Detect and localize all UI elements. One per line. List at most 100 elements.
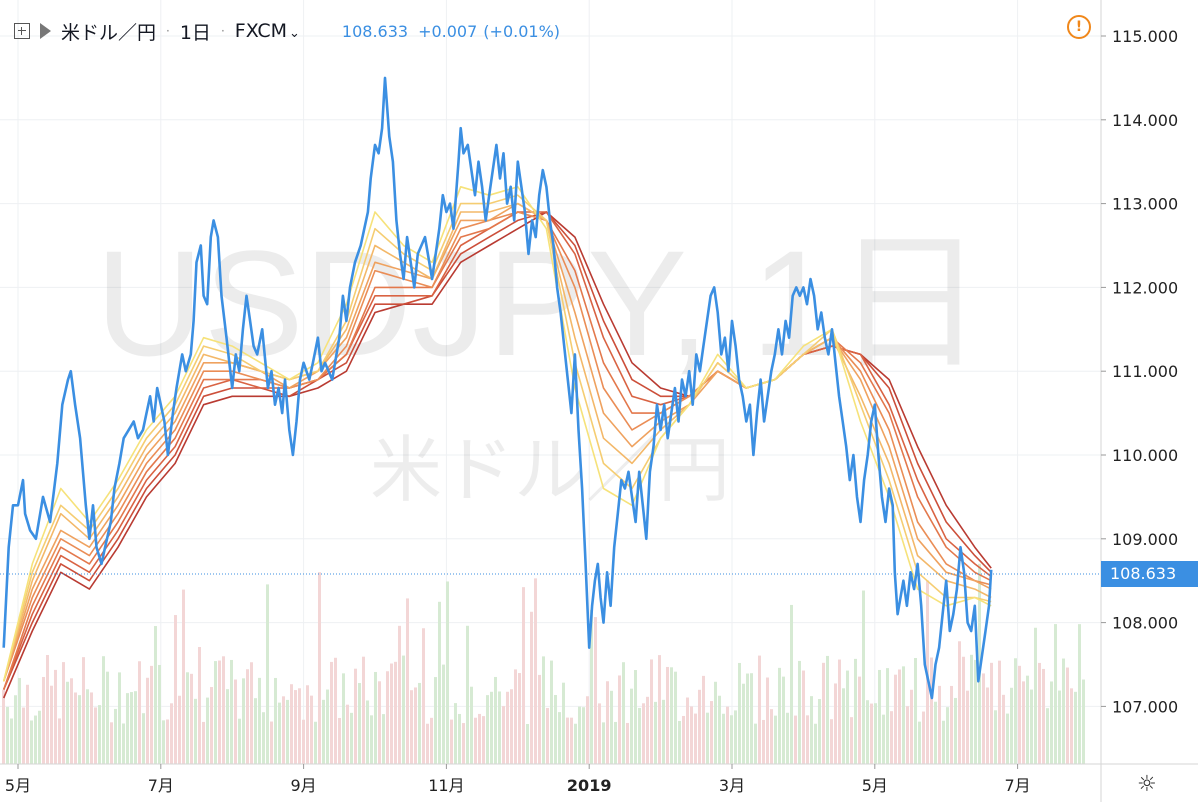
volume-bar [1074,691,1077,764]
volume-bar [1010,687,1013,764]
volume-bars [2,563,1085,764]
volume-bar [346,704,349,764]
volume-bar [914,657,917,764]
volume-bar [754,723,757,764]
volume-bar [282,696,285,764]
volume-bar [42,676,45,764]
volume-bar [62,662,65,764]
volume-bar [70,678,73,764]
volume-bar [726,706,729,764]
y-tick-label: 114.000 [1112,111,1178,130]
interval-label[interactable]: 1日 [179,21,211,44]
volume-bar [770,709,773,764]
price-axis: 107.000 108.000 109.000 110.000 111.000 112.0… [1101,27,1178,716]
volume-bar [322,699,325,764]
volume-bar [1018,665,1021,764]
volume-bar [114,708,117,764]
volume-bar [406,598,409,764]
y-tick-label: 112.000 [1112,278,1178,297]
last-price-value: 108.633 [341,21,409,41]
x-tick-label: 11月 [428,776,464,795]
exchange-label[interactable]: FXCM ⌄ [234,20,300,42]
volume-bar [838,659,841,764]
volume-bar [94,707,97,764]
chevron-down-icon: ⌄ [289,26,300,41]
volume-bar [782,676,785,764]
volume-bar [814,723,817,764]
volume-bar [402,655,405,764]
volume-bar [378,681,381,764]
volume-bar [1046,708,1049,764]
volume-bar [546,707,549,764]
volume-bar [98,705,101,764]
volume-bar [66,681,69,764]
change-value: +0.007 [418,21,478,41]
volume-bar [1082,679,1085,764]
volume-bar [906,706,909,764]
volume-bar [514,669,517,764]
volume-bar [950,685,953,764]
volume-bar [78,695,81,764]
volume-bar [602,722,605,764]
volume-bar [898,669,901,764]
x-tick-label: 5月 [862,776,888,795]
y-tick-label: 109.000 [1112,530,1178,549]
volume-bar [646,696,649,764]
volume-bar [434,677,437,764]
volume-bar [1038,662,1041,764]
volume-bar [778,667,781,764]
volume-bar [134,691,137,764]
volume-bar [1058,690,1061,764]
volume-bar [74,692,77,764]
volume-bar [774,715,777,764]
volume-bar [1062,658,1065,764]
volume-bar [158,664,161,764]
separator-dot: · [166,24,170,38]
volume-bar [270,721,273,764]
volume-bar [58,718,61,764]
volume-bar [678,720,681,764]
volume-bar [830,719,833,764]
alert-circle-icon[interactable]: ! [1067,15,1091,39]
volume-bar [930,657,933,764]
volume-bar [690,706,693,764]
volume-bar [242,678,245,764]
symbol-name[interactable]: 米ドル／円 [61,21,157,44]
volume-bar [846,670,849,764]
flag-icon[interactable] [40,23,51,39]
volume-bar [482,716,485,764]
volume-bar [630,688,633,764]
volume-bar [238,718,241,764]
volume-bar [118,672,121,764]
gear-icon[interactable]: ☼ [1137,772,1157,797]
volume-bar [250,662,253,764]
price-line [2,76,993,700]
volume-bar [354,668,357,764]
volume-bar [2,689,5,764]
volume-bar [18,677,21,764]
volume-bar [1030,689,1033,764]
volume-bar [330,661,333,764]
volume-bar [670,667,673,764]
volume-bar [306,685,309,764]
volume-bar [882,714,885,764]
ema-ribbon [2,186,992,699]
volume-bar [842,688,845,764]
volume-bar [710,701,713,764]
volume-bar [278,702,281,764]
volume-bar [870,703,873,764]
volume-bar [318,572,321,764]
volume-bar [530,611,533,764]
volume-bar [422,628,425,764]
plus-square-icon[interactable] [14,23,30,39]
y-tick-label: 108.000 [1112,614,1178,633]
volume-bar [934,701,937,764]
volume-bar [486,695,489,764]
x-tick-label: 3月 [719,776,745,795]
volume-bar [206,697,209,764]
volume-bar [890,711,893,764]
volume-bar [198,647,201,764]
volume-bar [946,707,949,764]
ema-line-8 [2,202,992,682]
